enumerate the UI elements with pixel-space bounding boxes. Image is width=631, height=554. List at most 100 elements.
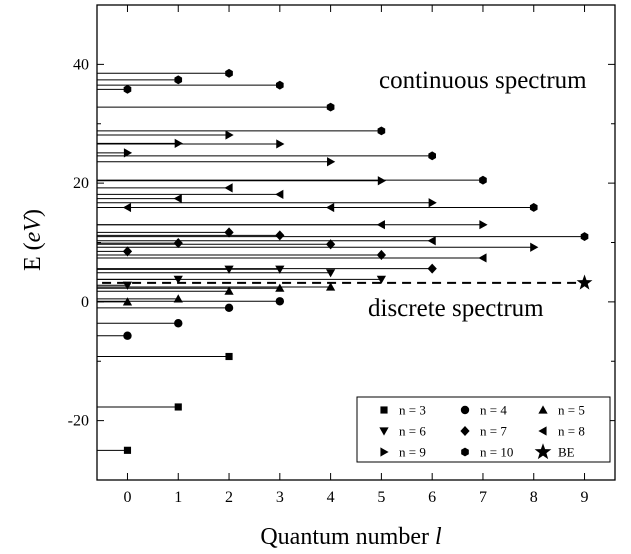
data-point-hexagon xyxy=(479,175,487,185)
data-point-hexagon xyxy=(174,75,183,85)
data-point-hexagon xyxy=(276,80,284,90)
data-point-triangle-down xyxy=(122,281,133,290)
y-tick-label: 40 xyxy=(73,56,89,73)
x-tick-label: 7 xyxy=(479,489,487,506)
data-point-diamond xyxy=(275,230,285,241)
x-tick-label: 8 xyxy=(530,489,538,506)
data-point-triangle-left xyxy=(173,193,182,204)
data-point-triangle-right xyxy=(174,138,183,148)
data-point-triangle-up xyxy=(224,286,234,295)
y-axis-label-var: eV xyxy=(20,215,46,243)
x-tick-label: 1 xyxy=(174,489,182,506)
data-point-triangle-left xyxy=(275,189,284,200)
x-axis-label-text: Quantum number xyxy=(260,524,429,550)
data-point-triangle-up xyxy=(275,283,285,292)
data-point-triangle-down xyxy=(173,275,183,284)
data-point-diamond xyxy=(224,227,234,238)
data-point-triangle-down xyxy=(325,269,336,278)
data-point-hexagon xyxy=(428,151,436,161)
data-point-triangle-right xyxy=(327,157,336,167)
data-point-triangle-right xyxy=(428,198,437,208)
y-axis-label: E (eV) xyxy=(20,209,46,271)
x-tick-label: 3 xyxy=(276,489,284,506)
legend-marker-triangle-right xyxy=(380,447,389,457)
data-point-hexagon xyxy=(529,203,538,212)
data-point-diamond xyxy=(122,246,133,257)
plot-frame xyxy=(96,4,616,481)
data-point-diamond xyxy=(325,239,336,250)
data-point-hexagon xyxy=(225,68,233,78)
legend-marker-square xyxy=(380,406,388,414)
data-point-circle xyxy=(123,331,132,340)
legend-label: n = 6 xyxy=(399,424,426,439)
legend-label: BE xyxy=(558,445,575,460)
data-point-triangle-left xyxy=(122,202,132,213)
data-point-hexagon xyxy=(326,102,335,112)
legend: n = 3 n = 4 n = 5 n = 6 n = 7 n = 8 n = 9 n = 1… xyxy=(356,396,611,463)
y-tick-label: 0 xyxy=(81,294,89,311)
level-lines xyxy=(97,72,585,451)
data-markers xyxy=(122,68,593,454)
data-point-diamond xyxy=(376,249,387,261)
data-point-hexagon xyxy=(377,126,386,136)
data-point-triangle-right xyxy=(225,130,234,140)
y-axis-label-text: E ( xyxy=(20,242,46,271)
data-point-triangle-left xyxy=(224,183,233,193)
discrete-spectrum-label: discrete spectrum xyxy=(368,295,544,322)
data-point-triangle-right xyxy=(377,176,387,186)
x-tick-label: 2 xyxy=(225,489,233,506)
legend-marker-star xyxy=(534,443,552,460)
legend-label: n = 9 xyxy=(399,445,426,460)
legend-label: n = 5 xyxy=(558,403,585,418)
data-point-triangle-down xyxy=(376,275,387,284)
data-point-square xyxy=(123,446,132,454)
x-tick-label: 9 xyxy=(581,489,589,506)
x-axis-label: Quantum number l xyxy=(260,524,442,550)
data-point-triangle-down xyxy=(275,265,285,274)
y-tick-label: 20 xyxy=(73,175,89,192)
legend-label: n = 7 xyxy=(480,424,507,439)
axis-ticks: 0 1 2 3 4 5 6 7 8 9 -20 0 20 40 xyxy=(68,4,615,506)
continuous-spectrum-label: continuous spectrum xyxy=(379,67,587,94)
data-point-triangle-up xyxy=(173,294,183,303)
data-point-circle xyxy=(275,297,285,306)
data-point-square xyxy=(225,352,233,361)
data-point-hexagon xyxy=(580,232,589,241)
legend-marker-triangle-down xyxy=(379,427,389,436)
legend-marker-diamond xyxy=(460,425,470,437)
data-point-triangle-left xyxy=(325,202,335,213)
x-tick-label: 0 xyxy=(123,489,131,506)
legend-label: n = 10 xyxy=(480,445,513,460)
data-point-triangle-right xyxy=(530,242,539,252)
legend-label: n = 4 xyxy=(480,403,507,418)
data-point-square xyxy=(174,403,182,411)
data-point-circle xyxy=(224,303,234,313)
y-axis-label-close: ) xyxy=(20,209,46,217)
legend-marker-triangle-up xyxy=(538,405,548,414)
data-point-diamond xyxy=(427,263,437,274)
x-tick-label: 4 xyxy=(327,489,335,506)
data-point-triangle-down xyxy=(224,265,234,274)
legend-label: n = 8 xyxy=(558,424,585,439)
legend-marker-hexagon xyxy=(461,447,469,457)
data-point-triangle-right xyxy=(276,139,285,149)
legend-label: n = 3 xyxy=(399,403,426,418)
data-point-star xyxy=(576,274,593,290)
legend-marker-triangle-left xyxy=(538,426,547,436)
data-point-triangle-up xyxy=(122,297,133,306)
data-point-diamond xyxy=(173,238,183,249)
data-point-triangle-right xyxy=(479,220,488,230)
data-point-circle xyxy=(174,319,183,328)
legend-box xyxy=(356,396,611,463)
data-point-triangle-up xyxy=(325,282,336,291)
x-axis-label-var: l xyxy=(435,524,442,550)
data-point-triangle-right xyxy=(123,148,133,158)
y-tick-label: -20 xyxy=(68,413,89,430)
data-point-triangle-left xyxy=(427,236,436,246)
data-point-triangle-left xyxy=(376,220,385,230)
data-point-triangle-left xyxy=(478,253,487,263)
x-tick-label: 5 xyxy=(377,489,385,506)
data-point-hexagon xyxy=(123,84,132,94)
x-tick-label: 6 xyxy=(428,489,436,506)
